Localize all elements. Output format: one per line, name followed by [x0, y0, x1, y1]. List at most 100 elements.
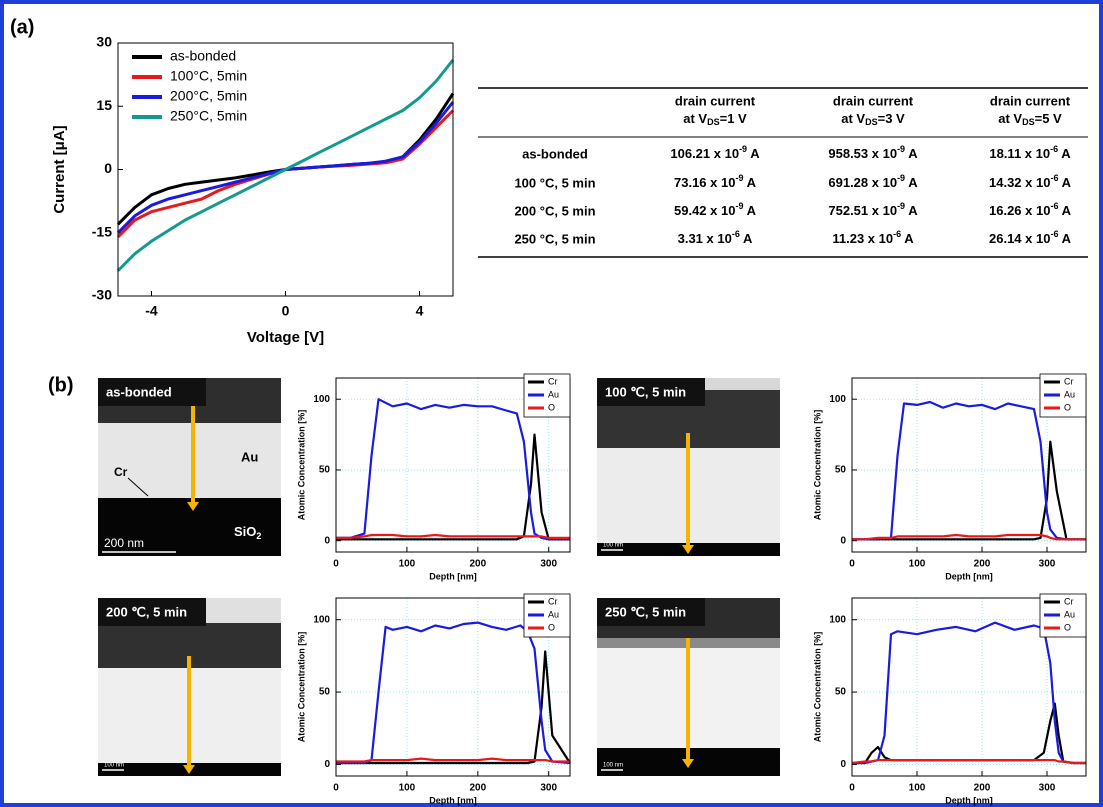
- table-cell-sup: -9: [897, 173, 905, 183]
- table-header: drain current: [833, 93, 914, 108]
- table-cell-part: 3.31 x 10: [678, 231, 732, 246]
- table-cell-sup: -9: [897, 201, 905, 211]
- y-tick-label: 100: [313, 614, 330, 625]
- scale-label: 100 nm: [603, 543, 623, 549]
- table-cell-part: A: [1058, 203, 1071, 218]
- x-tick-label: 100: [909, 783, 926, 794]
- table-header-part: =3 V: [878, 111, 905, 126]
- table-cell-part: A: [1058, 146, 1071, 161]
- table-cell-part: A: [1058, 231, 1071, 246]
- table-header-part: =1 V: [720, 111, 747, 126]
- table-cell-part: 958.53 x 10: [828, 146, 897, 161]
- tem-title: 250 ℃, 5 min: [605, 604, 686, 619]
- tem-image: 100 ℃, 5 min 100 nm: [597, 378, 780, 556]
- x-axis-label: Voltage [V]: [247, 329, 324, 346]
- y-tick-label: 0: [840, 759, 846, 770]
- tem-image: as-bonded200 nmAuCrSiO2: [98, 378, 281, 556]
- table-cell: 26.14 x 10-6 A: [989, 229, 1072, 246]
- table-cell-part: A: [901, 231, 914, 246]
- x-axis-label: Depth [nm]: [945, 571, 993, 581]
- y-tick-label: 15: [96, 97, 112, 113]
- table-cell-part: 16.26 x 10: [989, 203, 1050, 218]
- x-tick-label: 300: [1039, 783, 1056, 794]
- table-row-label: 250 °C, 5 min: [514, 231, 595, 246]
- table-cell: 958.53 x 10-9 A: [828, 144, 918, 161]
- scale-label: 100 nm: [603, 763, 623, 769]
- table-cell-part: 18.11 x 10: [989, 146, 1050, 161]
- table-row-label: 100 °C, 5 min: [514, 175, 595, 190]
- tem-image: 200 ℃, 5 min 100 nm: [98, 598, 281, 776]
- table-cell-part: A: [905, 175, 918, 190]
- table-header-sub: DS: [865, 117, 878, 127]
- legend-label: Au: [548, 609, 559, 619]
- y-tick-label: 30: [96, 34, 112, 50]
- table-cell-part: A: [743, 175, 756, 190]
- x-tick-label: 200: [974, 783, 991, 794]
- table-cell-part: 73.16 x 10: [674, 175, 735, 190]
- table-row-label: 200 °C, 5 min: [514, 203, 595, 218]
- panel-label: (a): [10, 16, 34, 38]
- y-tick-label: 0: [324, 759, 330, 770]
- y-axis-label: Current [μA]: [51, 125, 68, 213]
- y-tick-label: 100: [829, 614, 846, 625]
- y-tick-label: -15: [92, 223, 112, 239]
- scale-label: 200 nm: [104, 536, 144, 550]
- x-tick-label: 300: [1039, 559, 1056, 570]
- x-axis-label: Depth [nm]: [945, 795, 993, 805]
- table-cell-part: A: [740, 231, 753, 246]
- x-axis-label: Depth [nm]: [429, 571, 477, 581]
- scale-label: 100 nm: [104, 763, 124, 769]
- legend-label: 250°C, 5min: [170, 108, 247, 124]
- tem-title: 100 ℃, 5 min: [605, 384, 686, 399]
- table-cell-sup: -9: [735, 201, 743, 211]
- table-cell: 752.51 x 10-9 A: [828, 201, 918, 218]
- x-tick-label: 200: [974, 559, 991, 570]
- table-header-sub: DS: [1022, 117, 1035, 127]
- tem-image: 250 ℃, 5 min 100 nm: [597, 598, 780, 776]
- x-tick-label: 0: [849, 559, 855, 570]
- layer-label-part: SiO: [234, 524, 256, 539]
- legend-label: Au: [1064, 609, 1075, 619]
- table-cell: 73.16 x 10-9 A: [674, 173, 757, 190]
- x-tick-label: 300: [540, 783, 557, 794]
- table-cell-sup: -6: [1050, 229, 1058, 239]
- tem-title: 200 ℃, 5 min: [106, 604, 187, 619]
- table-cell-part: 11.23 x 10: [832, 231, 893, 246]
- y-tick-label: 50: [835, 465, 847, 476]
- x-tick-label: 100: [399, 783, 416, 794]
- table-cell-part: 691.28 x 10: [828, 175, 897, 190]
- legend-label: O: [1064, 402, 1071, 412]
- x-tick-label: 300: [540, 559, 557, 570]
- table-header-part: =5 V: [1035, 111, 1062, 126]
- table-cell-sup: -6: [1050, 173, 1058, 183]
- legend-label: O: [1064, 622, 1071, 632]
- table-cell: 14.32 x 10-6 A: [989, 173, 1072, 190]
- y-tick-label: -30: [92, 287, 112, 303]
- x-tick-label: 0: [849, 783, 855, 794]
- y-axis-label: Atomic Concentration [%]: [812, 410, 822, 521]
- table-cell-part: A: [747, 146, 760, 161]
- x-tick-label: 0: [282, 303, 290, 319]
- table-cell-part: A: [905, 203, 918, 218]
- legend-label: 200°C, 5min: [170, 88, 247, 104]
- layer-label: Au: [241, 449, 258, 464]
- y-axis-label: Atomic Concentration [%]: [296, 632, 306, 743]
- layer-label-sub: 2: [256, 531, 261, 541]
- figure: (a) (b) drain currentat VDS=1 Vdrain cur…: [0, 0, 1103, 807]
- y-tick-label: 0: [104, 160, 112, 176]
- x-tick-label: 100: [399, 559, 416, 570]
- table-cell-sup: -6: [732, 229, 740, 239]
- legend-label: as-bonded: [170, 48, 236, 64]
- y-tick-label: 0: [324, 535, 330, 546]
- x-tick-label: 200: [469, 783, 486, 794]
- table-cell: 59.42 x 10-9 A: [674, 201, 757, 218]
- table-cell: 18.11 x 10-6 A: [989, 144, 1071, 161]
- tem-title: as-bonded: [106, 384, 172, 399]
- table-cell-sup: -9: [897, 144, 905, 154]
- legend-label: O: [548, 622, 555, 632]
- legend-label: Cr: [1064, 596, 1074, 606]
- legend-label: Cr: [548, 596, 558, 606]
- table-header: drain current: [675, 93, 756, 108]
- legend-label: Au: [548, 389, 559, 399]
- table-cell-part: A: [743, 203, 756, 218]
